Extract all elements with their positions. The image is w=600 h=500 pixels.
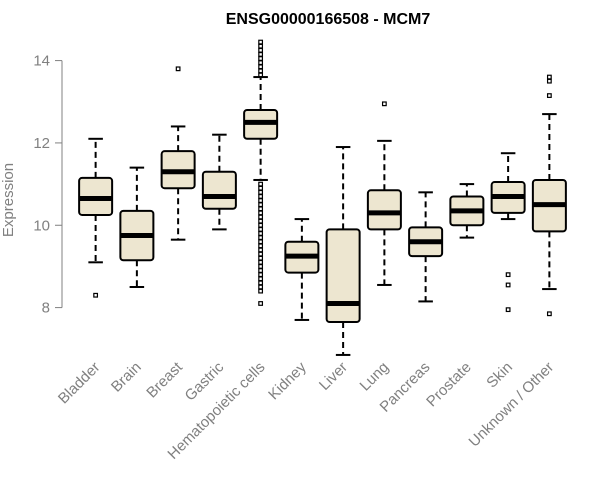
outlier-point (258, 301, 264, 306)
outlier-point (258, 255, 264, 261)
outlier-point (546, 74, 552, 80)
outlier-point (546, 311, 552, 317)
x-tick-label: Brain (108, 359, 145, 396)
outlier-point (258, 239, 264, 245)
outlier-point (258, 56, 264, 61)
outlier-point (258, 272, 264, 278)
box-kidney (284, 218, 320, 321)
outlier-point (258, 276, 264, 282)
outlier-point (258, 202, 264, 208)
outlier-point (258, 47, 264, 53)
outlier-point (258, 243, 264, 249)
outlier-point (258, 52, 264, 57)
x-tick-label: Skin (483, 359, 516, 392)
x-tick-label: Breast (143, 358, 186, 401)
outlier-point (258, 214, 264, 220)
boxes-group (78, 39, 567, 356)
x-tick-label: Prostate (423, 359, 475, 411)
outlier-point (546, 93, 552, 98)
outlier-point (258, 189, 264, 195)
outlier-point (505, 307, 511, 313)
y-axis: 8 10 12 14 (33, 53, 63, 317)
outlier-point (258, 264, 264, 269)
outlier-point (258, 194, 264, 199)
outlier-point (505, 282, 511, 288)
outlier-point (546, 78, 552, 84)
outlier-point (258, 72, 264, 78)
iqr-box (366, 189, 402, 231)
box-breast (160, 66, 196, 241)
outlier-point (93, 292, 99, 298)
chart-title: ENSG00000166508 - MCM7 (226, 11, 431, 28)
box-brain (119, 166, 155, 289)
iqr-box (325, 228, 361, 324)
outlier-point (258, 284, 264, 290)
outlier-point (258, 268, 264, 273)
outlier-point (258, 64, 264, 70)
y-axis-label: Expression (0, 163, 17, 237)
iqr-box (201, 170, 237, 210)
outlier-point (258, 185, 264, 191)
outlier-point (505, 272, 511, 278)
outlier-point (258, 251, 264, 257)
x-tick-label: Bladder (55, 359, 104, 408)
outlier-point (258, 198, 264, 203)
box-hematopoietic-cells (243, 39, 279, 306)
outlier-point (258, 259, 264, 265)
outlier-point (258, 43, 264, 49)
outlier-point (258, 60, 264, 66)
outlier-point (258, 226, 264, 232)
box-liver (325, 146, 361, 356)
x-tick-label: Liver (316, 359, 351, 394)
outlier-point (258, 210, 264, 216)
outlier-point (258, 39, 264, 45)
y-tick-label: 8 (42, 300, 50, 317)
y-tick-label: 14 (33, 53, 50, 70)
outlier-point (258, 231, 264, 236)
outlier-point (258, 181, 264, 187)
outlier-point (175, 66, 181, 72)
outlier-point (258, 222, 264, 228)
box-lung (366, 101, 402, 286)
x-tick-label: Lung (357, 359, 393, 395)
outlier-point (258, 235, 264, 241)
outlier-point (258, 218, 264, 224)
box-gastric (201, 133, 237, 231)
outlier-point (258, 247, 264, 253)
y-tick-label: 12 (33, 135, 50, 152)
box-pancreas (408, 191, 444, 303)
box-bladder (78, 137, 114, 298)
outlier-point (258, 280, 264, 286)
x-tick-label: Kidney (265, 358, 310, 403)
outlier-point (381, 101, 387, 107)
box-unknown-other (531, 74, 567, 317)
outlier-point (258, 206, 264, 212)
outlier-point (258, 68, 264, 74)
outlier-point (258, 288, 264, 294)
y-tick-label: 10 (33, 217, 50, 234)
box-skin (490, 152, 526, 313)
box-prostate (449, 183, 485, 239)
